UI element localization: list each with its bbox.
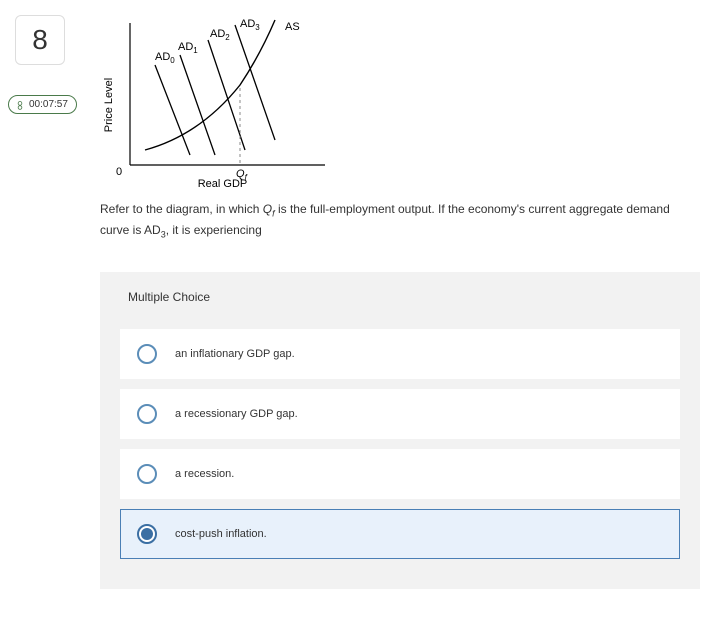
radio-icon — [137, 524, 157, 544]
radio-icon — [137, 404, 157, 424]
timer-pill: 00:07:57 — [8, 95, 77, 114]
option-label: a recession. — [175, 468, 234, 480]
svg-text:AD1: AD1 — [178, 41, 198, 55]
question-number-text: 8 — [32, 24, 48, 56]
question-text: Refer to the diagram, in which Qf is the… — [100, 200, 700, 242]
economics-diagram: Price LevelReal GDP0ASAD0AD1AD2AD3Qf — [100, 15, 340, 190]
radio-icon — [137, 344, 157, 364]
answers-panel: Multiple Choice an inflationary GDP gap.… — [100, 272, 700, 589]
options-container: an inflationary GDP gap. a recessionary G… — [120, 329, 680, 559]
timer-value: 00:07:57 — [29, 99, 68, 110]
diagram-svg: Price LevelReal GDP0ASAD0AD1AD2AD3Qf — [100, 15, 340, 190]
svg-text:AD0: AD0 — [155, 51, 175, 65]
answer-option-3[interactable]: cost-push inflation. — [120, 509, 680, 559]
svg-text:Qf: Qf — [236, 168, 248, 182]
question-number-badge: 8 — [15, 15, 65, 65]
svg-text:Price Level: Price Level — [103, 78, 115, 132]
option-label: cost-push inflation. — [175, 528, 267, 540]
radio-icon — [137, 464, 157, 484]
content-area: Price LevelReal GDP0ASAD0AD1AD2AD3Qf Ref… — [100, 15, 700, 589]
answer-option-1[interactable]: a recessionary GDP gap. — [120, 389, 680, 439]
svg-text:AD2: AD2 — [210, 28, 230, 42]
answer-option-2[interactable]: a recession. — [120, 449, 680, 499]
multiple-choice-header: Multiple Choice — [120, 290, 680, 304]
svg-text:0: 0 — [116, 166, 122, 178]
option-label: a recessionary GDP gap. — [175, 408, 298, 420]
answer-option-0[interactable]: an inflationary GDP gap. — [120, 329, 680, 379]
timer-icon — [15, 100, 25, 110]
radio-fill — [141, 528, 153, 540]
svg-text:AS: AS — [285, 21, 300, 33]
option-label: an inflationary GDP gap. — [175, 348, 295, 360]
svg-text:AD3: AD3 — [240, 18, 260, 32]
